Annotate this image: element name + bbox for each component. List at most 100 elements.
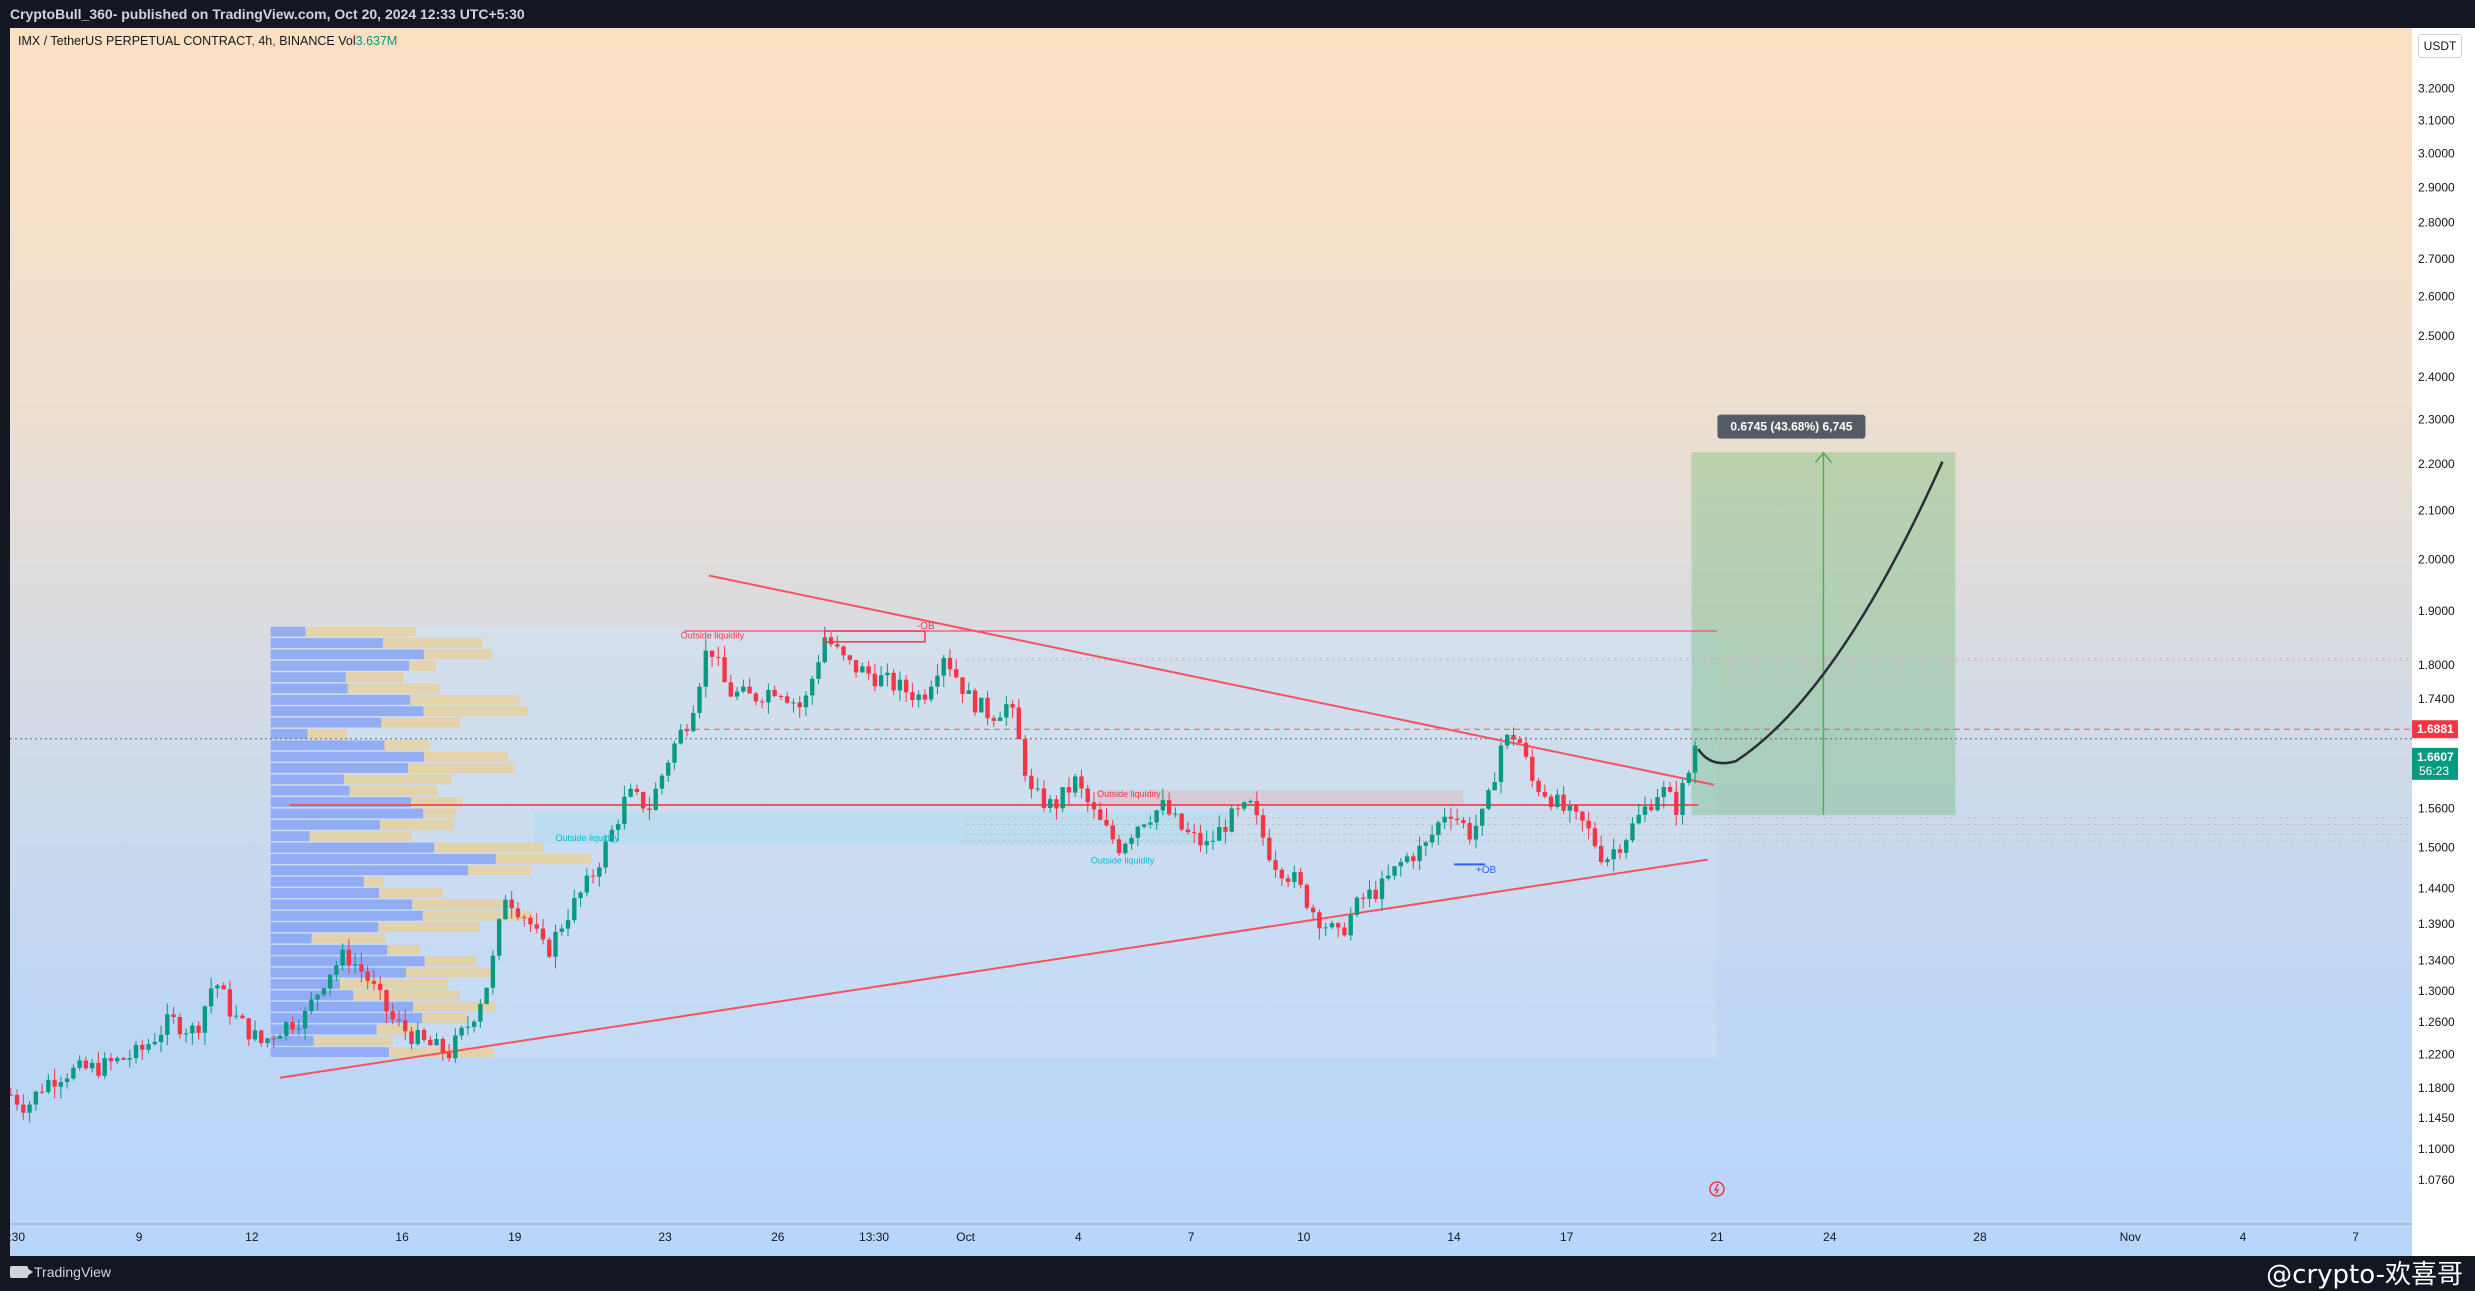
candle-body — [1448, 816, 1454, 819]
candle-body — [697, 686, 702, 713]
currency-unit-badge[interactable]: USDT — [2418, 34, 2462, 58]
price-axis[interactable]: 3.2000 3.1000 3.0000 2.9000 2.8000 2.7000 2.60… — [2412, 28, 2475, 1256]
candle-body — [233, 1015, 239, 1017]
volume-profile-bar — [347, 683, 440, 694]
candle-body — [409, 1031, 414, 1045]
candle-body — [609, 829, 615, 842]
price-axis-label: 2.1000 — [2418, 504, 2455, 518]
candle-body — [89, 1062, 95, 1069]
candle-body — [559, 928, 564, 932]
candle-body — [271, 1038, 276, 1040]
tradingview-logo[interactable]: TradingView — [10, 1264, 111, 1280]
candle-body — [691, 712, 696, 732]
candle-body — [27, 1104, 32, 1113]
time-axis-label: 4 — [2240, 1230, 2247, 1244]
candle-body — [528, 917, 533, 925]
chart-lines — [10, 574, 2412, 1079]
time-axis[interactable]: 13:30 9 12 16 19 23 26 13:30 Oct 4 7 10 14 17 21 24 28 No… — [10, 1223, 2412, 1244]
candle-body — [133, 1044, 139, 1059]
candle-body — [421, 1030, 427, 1040]
legend-symbol: IMX / TetherUS PERPETUAL CONTRACT — [18, 34, 252, 48]
tradingview-logo-text: TradingView — [34, 1264, 112, 1280]
volume-profile-bar — [270, 922, 379, 933]
candle-body — [240, 1015, 245, 1019]
candle-body — [1235, 808, 1241, 810]
candle-body — [853, 660, 859, 673]
candle-body — [759, 701, 765, 703]
candle-body — [434, 1038, 439, 1046]
candle-body — [860, 666, 865, 673]
candle-body — [1242, 802, 1247, 809]
time-axis-label: 23 — [658, 1230, 672, 1244]
volume-profile-bar — [270, 1047, 389, 1058]
candle-body — [772, 689, 777, 696]
volume-profile-bar — [270, 899, 413, 910]
candle-body — [503, 899, 508, 920]
volume-profile-bar — [309, 831, 412, 842]
candle-body — [1617, 849, 1623, 853]
candle-body — [778, 695, 784, 697]
candle-body — [1285, 878, 1291, 882]
price-axis-label: 1.1000 — [2418, 1142, 2455, 1156]
legend-interval: 4h — [258, 34, 273, 48]
volume-profile-bar — [270, 1024, 377, 1035]
price-axis-label: 1.7400 — [2418, 692, 2455, 706]
price-chart[interactable]: -OB Outside liquidity Outside liquidity Out… — [10, 28, 2412, 1256]
candle-body — [1492, 782, 1497, 791]
price-axis-label: 3.2000 — [2418, 82, 2455, 96]
candle-body — [46, 1079, 51, 1093]
candle-body — [1580, 811, 1585, 821]
current-price-badge — [2412, 747, 2458, 780]
volume-profile-bar — [423, 706, 528, 717]
candle-body — [1248, 800, 1253, 803]
volume-profile-bar — [270, 854, 496, 864]
price-axis-label: 2.6000 — [2418, 290, 2455, 304]
price-axis-label: 1.3000 — [2418, 984, 2455, 998]
candle-body — [478, 1003, 483, 1022]
candle-body — [847, 655, 852, 661]
candle-body — [1185, 829, 1191, 833]
candle-body — [359, 964, 364, 972]
volume-profile-bar — [270, 1001, 414, 1012]
candle-body — [102, 1058, 107, 1076]
candle-body — [1592, 828, 1598, 847]
volume-profile-bar — [468, 865, 531, 876]
time-axis-label: 10 — [1297, 1230, 1311, 1244]
candle-body — [1310, 907, 1316, 913]
volume-profile-bar — [422, 1013, 468, 1023]
price-axis-label: 3.1000 — [2418, 114, 2455, 128]
candle-body — [227, 989, 233, 1017]
candle-body — [891, 672, 896, 691]
candle-body — [33, 1091, 39, 1105]
candle-body — [1079, 776, 1084, 789]
candle-body — [115, 1057, 120, 1062]
volume-profile-bar — [363, 876, 385, 887]
symbol-legend[interactable]: IMX / TetherUS PERPETUAL CONTRACT, 4h, B… — [18, 34, 398, 48]
price-axis-label: 1.2600 — [2418, 1015, 2455, 1029]
candle-body — [221, 985, 226, 990]
volume-profile-bar — [411, 797, 463, 808]
volume-profile-bar — [270, 933, 312, 944]
price-axis-label: 1.9000 — [2418, 604, 2455, 618]
candle-body — [1386, 875, 1391, 879]
publish-header: CryptoBull_360- published on TradingView… — [0, 0, 2475, 28]
volume-profile-bar — [424, 956, 477, 967]
marker-price-badge — [2412, 720, 2458, 739]
candle-body — [922, 694, 928, 700]
candle-body — [878, 675, 884, 687]
candle-body — [390, 1011, 395, 1020]
candle-body — [659, 775, 665, 789]
time-axis-label: 17 — [1560, 1230, 1574, 1244]
volume-profile-bar — [270, 626, 306, 637]
candle-body — [753, 693, 759, 702]
candle-body — [1148, 822, 1153, 825]
volume-profile-bar — [270, 740, 385, 751]
candle-body — [453, 1035, 458, 1059]
chart-pane[interactable]: -OB Outside liquidity Outside liquidity Out… — [10, 28, 2412, 1256]
volume-profile-bar — [343, 774, 452, 785]
candle-body — [540, 928, 546, 940]
candle-body — [597, 867, 602, 877]
price-axis-labels[interactable]: 3.2000 3.1000 3.0000 2.9000 2.8000 2.7000 2.60… — [2412, 28, 2475, 1256]
price-axis-label: 3.0000 — [2418, 146, 2455, 160]
volume-profile-bar — [424, 751, 508, 762]
